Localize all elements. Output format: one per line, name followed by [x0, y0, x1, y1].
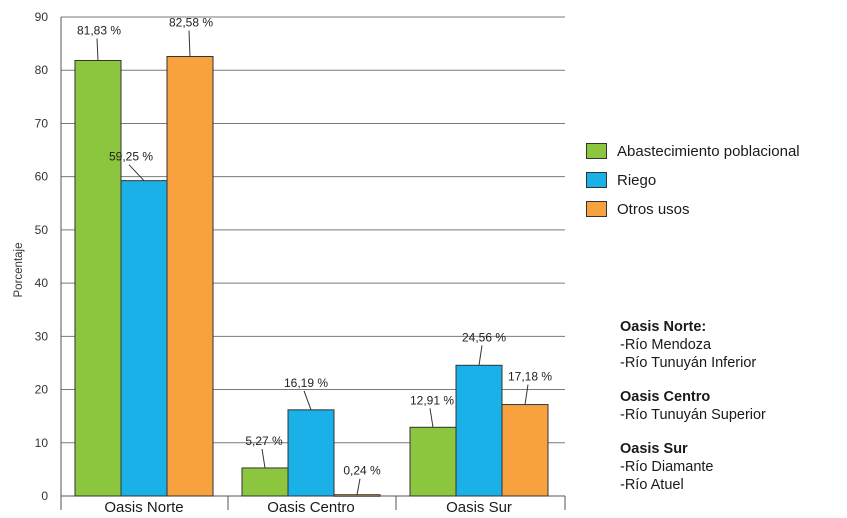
- y-tick-label: 90: [35, 10, 49, 24]
- y-tick-label: 20: [35, 383, 49, 397]
- note-oasis-centro: Oasis Centro -Río Tunuyán Superior: [620, 388, 766, 424]
- legend-item-riego: Riego: [586, 169, 800, 191]
- data-label: 17,18 %: [508, 370, 552, 384]
- legend-label: Abastecimiento poblacional: [617, 142, 800, 160]
- legend-swatch-riego: [586, 172, 607, 188]
- bar: [287, 409, 335, 497]
- data-label-leader: [429, 408, 434, 428]
- y-tick-label: 60: [35, 170, 49, 184]
- note-line: -Río Mendoza: [620, 337, 712, 353]
- legend-swatch-abastecimiento: [586, 143, 607, 159]
- data-label-leader: [261, 448, 266, 469]
- note-line: -Río Tunuyán Superior: [620, 407, 766, 423]
- bar: [333, 494, 381, 497]
- legend: Abastecimiento poblacional Riego Otros u…: [586, 140, 800, 227]
- note-title: Oasis Sur: [620, 441, 688, 457]
- bar: [241, 467, 289, 497]
- note-oasis-norte: Oasis Norte: -Río Mendoza -Río Tunuyán I…: [620, 318, 766, 372]
- data-label-leader: [356, 478, 361, 495]
- y-tick-label: 80: [35, 63, 49, 77]
- legend-label: Otros usos: [617, 200, 690, 218]
- bar: [409, 426, 457, 497]
- bar: [166, 55, 214, 497]
- legend-item-abastecimiento: Abastecimiento poblacional: [586, 140, 800, 162]
- y-tick-label: 40: [35, 276, 49, 290]
- data-label-leader: [96, 38, 99, 61]
- data-label: 16,19 %: [284, 376, 328, 390]
- data-label-leader: [303, 390, 312, 411]
- data-label: 0,24 %: [343, 464, 381, 478]
- note-oasis-sur: Oasis Sur -Río Diamante -Río Atuel: [620, 440, 766, 494]
- data-label: 5,27 %: [245, 434, 283, 448]
- note-line: -Río Tunuyán Inferior: [620, 355, 757, 371]
- river-notes: Oasis Norte: -Río Mendoza -Río Tunuyán I…: [620, 318, 766, 510]
- data-label-leader: [478, 345, 483, 366]
- legend-item-otros-usos: Otros usos: [586, 198, 800, 220]
- data-label: 82,58 %: [169, 15, 213, 29]
- data-label-leader: [188, 30, 191, 57]
- legend-swatch-otros-usos: [586, 201, 607, 217]
- data-label-leader: [524, 384, 529, 405]
- bar: [120, 180, 168, 497]
- x-tick-label: Oasis Centro: [267, 499, 355, 516]
- x-tick-label: Oasis Norte: [104, 499, 183, 516]
- x-tick-label: Oasis Sur: [446, 499, 512, 516]
- legend-label: Riego: [617, 171, 657, 189]
- bar: [74, 59, 122, 497]
- note-line: -Río Atuel: [620, 477, 684, 493]
- y-tick-label: 10: [35, 436, 49, 450]
- bar: [501, 404, 549, 497]
- note-title: Oasis Norte:: [620, 319, 707, 335]
- note-line: -Río Diamante: [620, 459, 714, 475]
- data-label: 81,83 %: [77, 23, 121, 37]
- data-label: 12,91 %: [410, 393, 454, 407]
- data-label: 24,56 %: [462, 330, 506, 344]
- y-tick-label: 50: [35, 223, 49, 237]
- data-label-leader: [128, 164, 145, 182]
- data-label: 59,25 %: [109, 150, 153, 164]
- y-axis-title: Porcentaje: [13, 243, 25, 298]
- y-tick-label: 70: [35, 116, 49, 130]
- y-tick-label: 0: [41, 489, 48, 503]
- bar: [455, 364, 503, 497]
- note-title: Oasis Centro: [620, 389, 711, 405]
- y-tick-label: 30: [35, 329, 49, 343]
